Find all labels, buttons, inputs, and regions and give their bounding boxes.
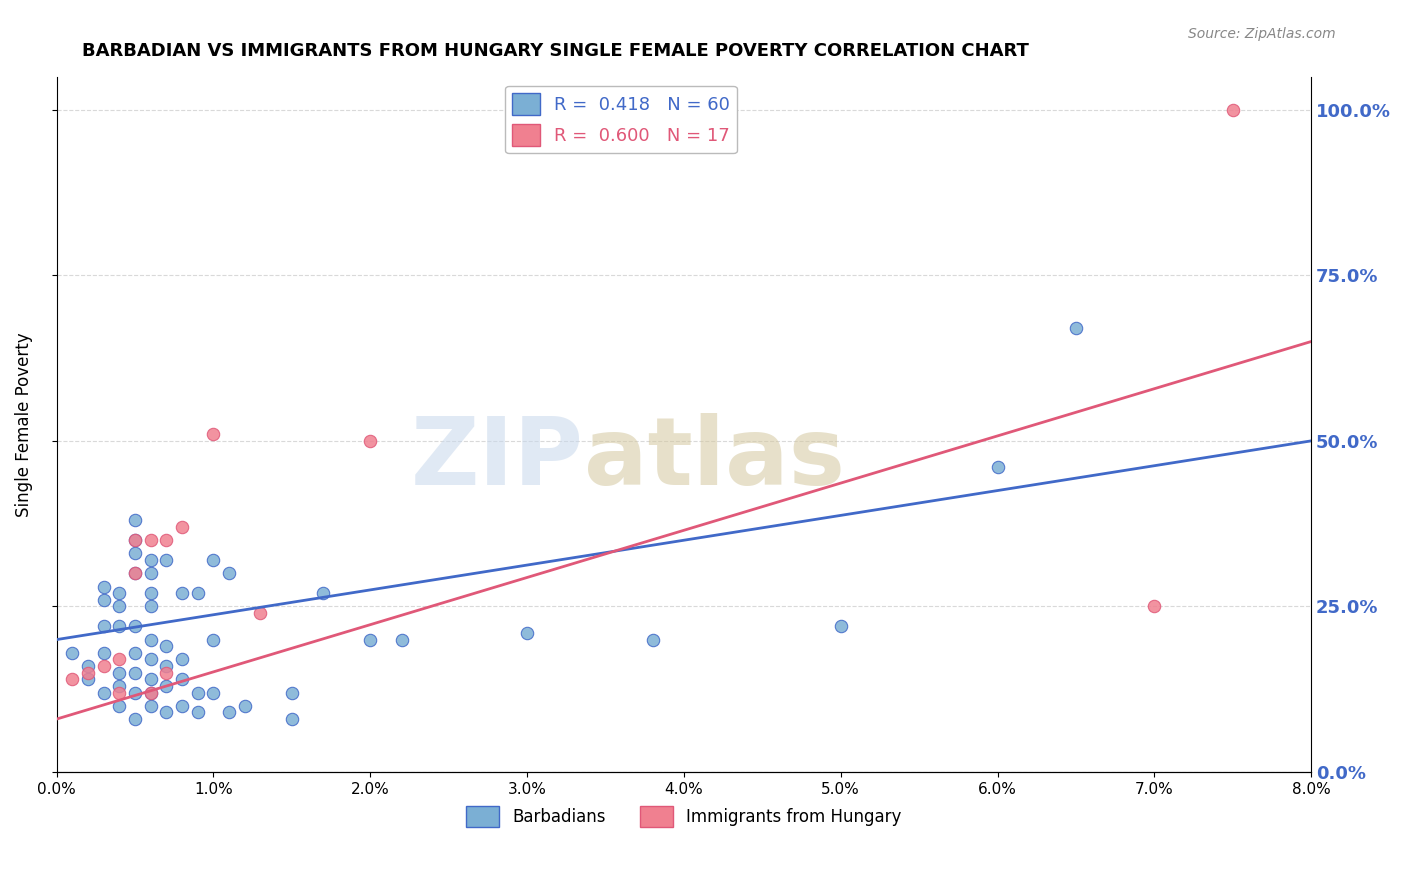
Point: [124, 619, 146, 633]
Point: [312, 586, 335, 600]
Point: [359, 434, 381, 448]
Point: [155, 679, 177, 693]
Point: [124, 712, 146, 726]
Text: atlas: atlas: [583, 413, 845, 505]
Point: [218, 706, 240, 720]
Point: [516, 626, 538, 640]
Point: [139, 553, 162, 567]
Point: [108, 586, 131, 600]
Point: [139, 599, 162, 614]
Point: [93, 580, 115, 594]
Point: [93, 619, 115, 633]
Point: [1222, 103, 1244, 117]
Point: [124, 685, 146, 699]
Point: [170, 698, 193, 713]
Point: [641, 632, 664, 647]
Point: [249, 606, 271, 620]
Point: [170, 586, 193, 600]
Point: [108, 685, 131, 699]
Point: [391, 632, 413, 647]
Text: Source: ZipAtlas.com: Source: ZipAtlas.com: [1188, 27, 1336, 41]
Point: [1064, 321, 1087, 335]
Point: [139, 698, 162, 713]
Point: [77, 673, 100, 687]
Point: [124, 533, 146, 548]
Point: [60, 673, 83, 687]
Point: [124, 665, 146, 680]
Point: [187, 685, 209, 699]
Point: [139, 673, 162, 687]
Point: [155, 553, 177, 567]
Point: [108, 652, 131, 666]
Point: [93, 659, 115, 673]
Point: [139, 632, 162, 647]
Point: [124, 646, 146, 660]
Point: [139, 652, 162, 666]
Point: [202, 427, 225, 442]
Point: [187, 706, 209, 720]
Point: [202, 553, 225, 567]
Point: [830, 619, 852, 633]
Point: [202, 632, 225, 647]
Point: [93, 685, 115, 699]
Point: [93, 646, 115, 660]
Point: [93, 592, 115, 607]
Point: [139, 533, 162, 548]
Point: [155, 533, 177, 548]
Point: [124, 513, 146, 527]
Point: [155, 639, 177, 653]
Point: [124, 533, 146, 548]
Point: [155, 659, 177, 673]
Point: [77, 665, 100, 680]
Point: [155, 665, 177, 680]
Point: [359, 632, 381, 647]
Point: [139, 685, 162, 699]
Point: [139, 586, 162, 600]
Point: [124, 546, 146, 560]
Point: [202, 685, 225, 699]
Legend: Barbadians, Immigrants from Hungary: Barbadians, Immigrants from Hungary: [460, 799, 908, 833]
Point: [281, 685, 304, 699]
Point: [170, 673, 193, 687]
Text: BARBADIAN VS IMMIGRANTS FROM HUNGARY SINGLE FEMALE POVERTY CORRELATION CHART: BARBADIAN VS IMMIGRANTS FROM HUNGARY SIN…: [82, 42, 1029, 60]
Point: [108, 599, 131, 614]
Point: [108, 619, 131, 633]
Point: [60, 646, 83, 660]
Point: [108, 679, 131, 693]
Point: [139, 685, 162, 699]
Point: [77, 659, 100, 673]
Point: [986, 460, 1008, 475]
Point: [139, 566, 162, 581]
Y-axis label: Single Female Poverty: Single Female Poverty: [15, 332, 32, 516]
Text: ZIP: ZIP: [411, 413, 583, 505]
Point: [170, 652, 193, 666]
Point: [170, 520, 193, 534]
Point: [233, 698, 256, 713]
Point: [124, 566, 146, 581]
Point: [108, 665, 131, 680]
Point: [1143, 599, 1166, 614]
Point: [124, 566, 146, 581]
Point: [218, 566, 240, 581]
Point: [108, 698, 131, 713]
Point: [281, 712, 304, 726]
Point: [187, 586, 209, 600]
Point: [155, 706, 177, 720]
